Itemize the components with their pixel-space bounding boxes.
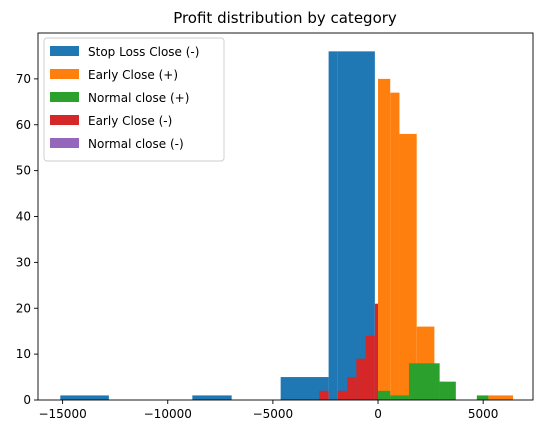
y-tick-label: 30 [16, 255, 31, 269]
bar-series-1-bin-5 [488, 395, 514, 400]
bar-series-1-bin-0 [378, 78, 391, 400]
bar-series-3-bin-1 [337, 390, 348, 400]
x-tick-label: −5000 [253, 407, 294, 421]
histogram-bars [60, 51, 514, 401]
legend-swatch [50, 92, 79, 102]
bar-series-2-bin-2 [408, 363, 440, 400]
bar-series-3-bin-0 [319, 390, 329, 400]
legend-swatch [50, 138, 79, 148]
bar-series-0-bin-2 [280, 377, 329, 400]
bar-series-2-bin-3 [439, 381, 456, 400]
chart-title: Profit distribution by category [173, 9, 397, 27]
y-axis-ticks: 0 10 20 30 40 50 60 70 [16, 72, 38, 407]
y-tick-label: 0 [23, 393, 31, 407]
y-tick-label: 40 [16, 210, 31, 224]
legend-label: Stop Loss Close (-) [88, 45, 199, 59]
legend-label: Normal close (-) [88, 137, 184, 151]
bar-series-2-bin-1 [390, 395, 409, 400]
bar-series-2-bin-4 [476, 395, 489, 400]
bar-series-3-bin-2 [347, 377, 357, 400]
bar-series-3-bin-5 [374, 303, 379, 400]
bar-series-3-bin-4 [365, 335, 375, 400]
legend-swatch [50, 69, 79, 79]
legend-label: Early Close (+) [88, 68, 178, 82]
y-tick-label: 60 [16, 118, 31, 132]
x-tick-label: 0 [374, 407, 382, 421]
legend-swatch [50, 115, 79, 125]
x-tick-label: −10000 [144, 407, 192, 421]
plot-frame [37, 32, 534, 401]
legend-label: Early Close (-) [88, 114, 172, 128]
x-axis-ticks: −15000 −10000 −5000 0 5000 [38, 400, 498, 421]
bar-series-0-bin-3 [328, 51, 338, 400]
legend-label: Normal close (+) [88, 91, 189, 105]
y-tick-label: 70 [16, 72, 31, 86]
x-tick-label: −15000 [38, 407, 86, 421]
y-tick-label: 50 [16, 164, 31, 178]
legend-box [43, 37, 225, 162]
bar-series-0-bin-1 [192, 395, 232, 400]
bar-series-1-bin-2 [399, 133, 417, 401]
bar-series-2-bin-0 [378, 390, 391, 400]
legend-swatch [50, 46, 79, 56]
x-tick-label: 5000 [468, 407, 499, 421]
bar-series-1-bin-1 [390, 92, 400, 400]
y-tick-label: 10 [16, 347, 31, 361]
y-tick-label: 20 [16, 301, 31, 315]
legend: Stop Loss Close (-) Early Close (+) Normal… [43, 37, 225, 162]
bar-series-0-bin-0 [60, 395, 109, 400]
bar-series-3-bin-3 [356, 358, 366, 400]
